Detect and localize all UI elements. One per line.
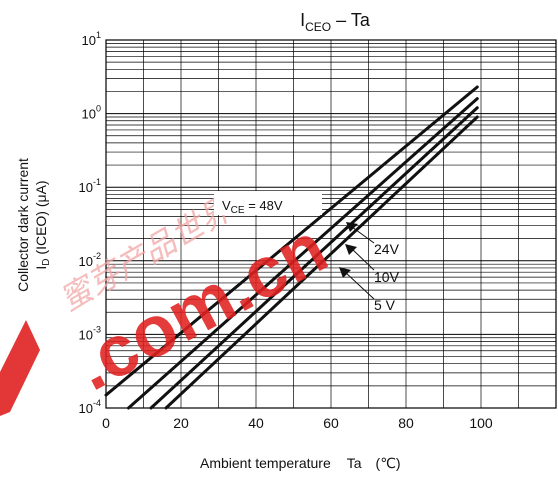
x-tick-label: 80 [398, 415, 414, 431]
series-line-1 [127, 97, 479, 410]
x-tick-label: 100 [469, 415, 493, 431]
leader-5v [344, 271, 375, 300]
y-tick-label: 10-2 [79, 251, 101, 269]
x-axis-label: Ambient temperature Ta (℃) [200, 455, 401, 471]
x-tick-label: 60 [323, 415, 339, 431]
vce-annotation-box [214, 191, 322, 215]
y-axis-label-line2: ID (ICEO) (μA) [33, 180, 52, 269]
x-tick-label: 40 [248, 415, 264, 431]
arrow-10v-icon [345, 244, 357, 255]
label-5v: 5 V [374, 297, 396, 313]
y-tick-label: 101 [82, 30, 101, 48]
curve-labels: 24V 10V 5 V [339, 222, 400, 313]
curves [104, 85, 479, 410]
y-tick-label: 10-4 [79, 398, 101, 416]
series-line-0 [104, 85, 479, 397]
label-10v: 10V [374, 269, 400, 285]
vce-annotation-text: VCE = 48V [222, 198, 283, 216]
x-tick-label: 20 [173, 415, 189, 431]
series-line-3 [164, 115, 479, 410]
arrow-24v-icon [346, 222, 358, 232]
y-tick-label: 10-3 [79, 324, 101, 342]
leader-24v [351, 226, 375, 244]
series-line-2 [149, 106, 479, 410]
y-axis-label: Collector dark current ID (ICEO) (μA) [15, 158, 52, 292]
x-tick-label: 0 [102, 415, 110, 431]
watermark-logo-icon [0, 320, 40, 416]
y-tick-label: 10-1 [79, 177, 101, 195]
chart-title: ICEO – Ta [300, 10, 371, 34]
vce-annotation: VCE = 48V [214, 191, 322, 216]
axes: 0 20 40 60 80 100 10-4 10-3 10-2 10-1 100 101 [79, 30, 493, 431]
arrow-5v-icon [339, 267, 351, 278]
leader-10v [351, 248, 375, 271]
label-24v: 24V [374, 241, 400, 257]
plot-frame [105, 39, 557, 409]
y-axis-label-line1: Collector dark current [15, 158, 31, 292]
y-tick-label: 100 [82, 104, 101, 122]
grid [105, 39, 557, 409]
